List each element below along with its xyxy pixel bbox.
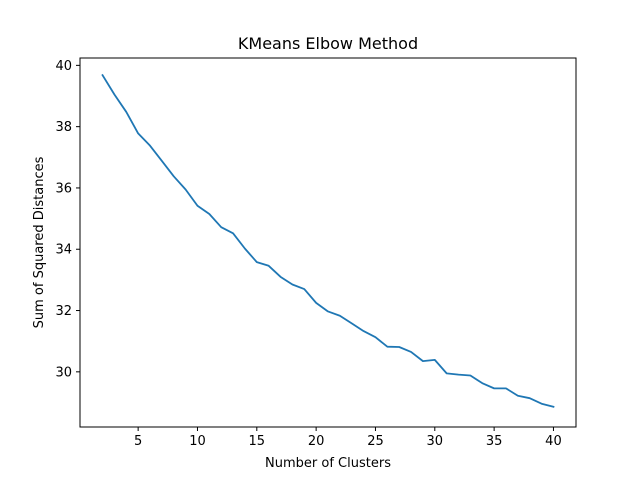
chart-title: KMeans Elbow Method [238, 34, 418, 53]
x-tick-label: 20 [308, 434, 325, 449]
plot-area: 5 10 15 20 25 30 35 40 30 32 34 36 38 40 [55, 57, 577, 449]
y-axis-label: Sum of Squared Distances [32, 156, 47, 328]
y-tick-label: 32 [55, 304, 72, 319]
y-tick-label: 34 [55, 243, 72, 258]
y-tick-label: 38 [55, 120, 72, 135]
y-tick-label: 40 [55, 59, 72, 74]
x-axis-label: Number of Clusters [265, 456, 391, 471]
x-axis-ticks: 5 10 15 20 25 30 35 40 [134, 427, 562, 449]
x-tick-label: 30 [427, 434, 444, 449]
y-tick-label: 30 [55, 365, 72, 380]
x-tick-label: 25 [367, 434, 384, 449]
y-tick-label: 36 [55, 181, 72, 196]
series-layer [101, 73, 555, 408]
plot-frame [79, 57, 577, 428]
x-tick-label: 35 [486, 434, 503, 449]
series-line [101, 73, 555, 408]
y-axis-ticks: 30 32 34 36 38 40 [55, 59, 80, 380]
x-tick-label: 5 [134, 434, 142, 449]
x-tick-label: 15 [249, 434, 266, 449]
x-tick-label: 40 [545, 434, 562, 449]
x-tick-label: 10 [189, 434, 206, 449]
